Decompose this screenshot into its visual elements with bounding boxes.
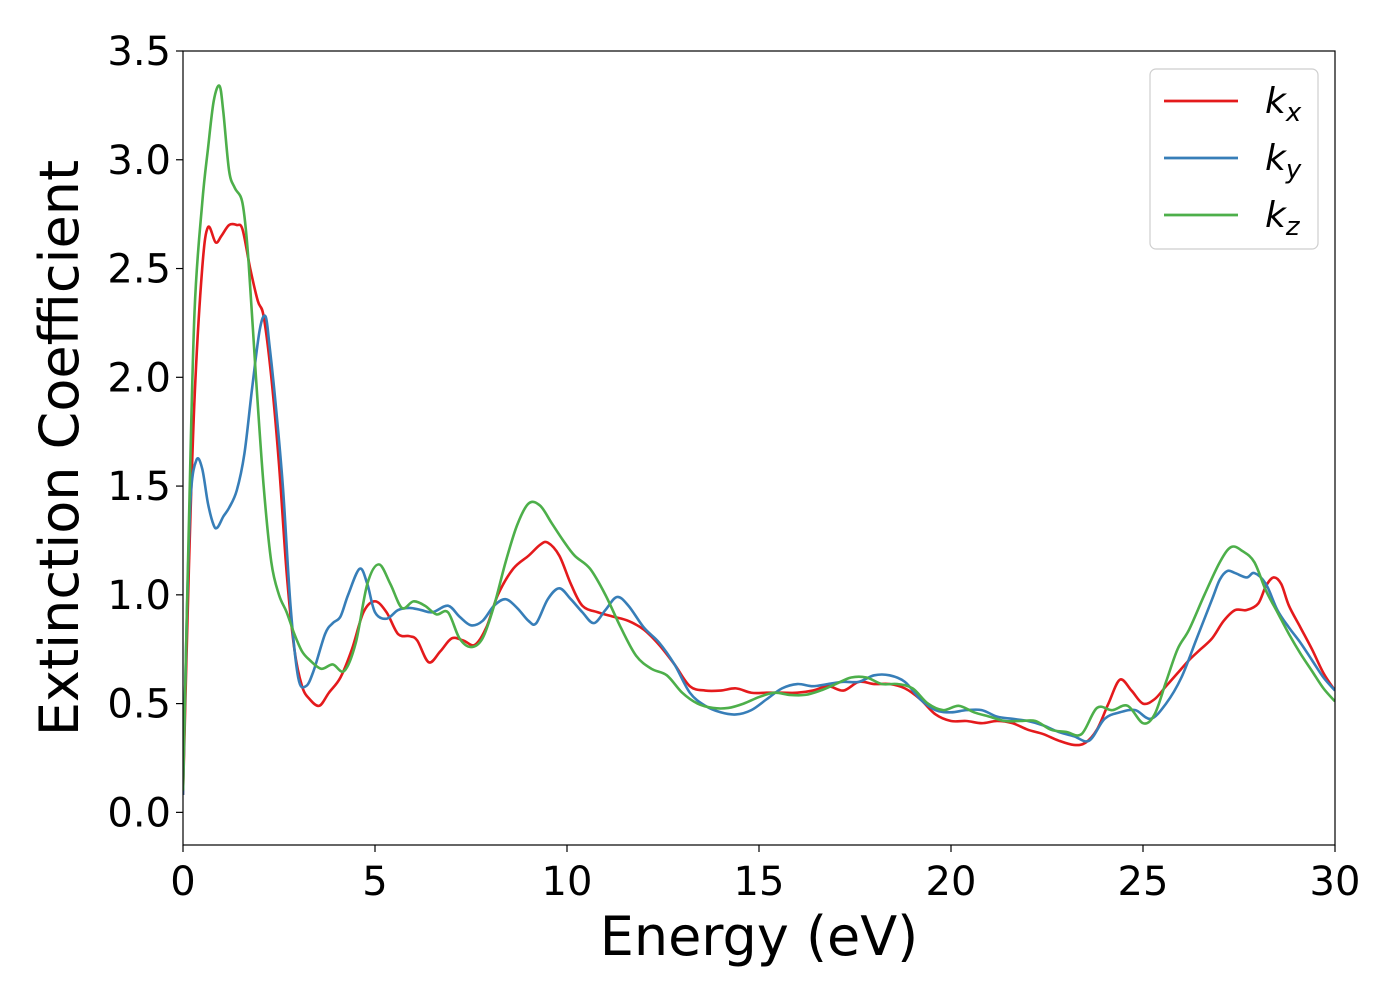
y-tick-label: 3.5 [107, 29, 171, 75]
x-tick-label: 10 [542, 859, 593, 905]
y-axis-title: Extinction Coefficient [28, 160, 91, 736]
legend-label-kx: kx [1265, 81, 1302, 128]
x-tick-label: 25 [1118, 859, 1169, 905]
x-axis-title: Energy (eV) [600, 905, 919, 968]
y-tick-label: 1.5 [107, 464, 171, 510]
y-tick-label: 0.5 [107, 682, 171, 728]
plot-lines [183, 84, 1335, 796]
y-tick-label: 2.5 [107, 247, 171, 293]
x-tick-label: 30 [1310, 859, 1361, 905]
y-tick-label: 1.0 [107, 573, 171, 619]
series-line-ky [183, 314, 1335, 795]
legend-label-ky: ky [1265, 138, 1302, 185]
legend: kx ky kz [1149, 68, 1319, 250]
series-line-kz [183, 84, 1335, 791]
legend-label-kz: kz [1265, 195, 1301, 242]
y-tick-label: 0.0 [107, 790, 171, 836]
x-tick-label: 0 [170, 859, 195, 905]
y-tick-label: 2.0 [107, 355, 171, 401]
x-tick-label: 5 [362, 859, 387, 905]
y-axis: 0.0 0.5 1.0 1.5 2.0 2.5 3.0 3.5 [107, 29, 183, 836]
x-tick-label: 15 [734, 859, 785, 905]
x-tick-label: 20 [926, 859, 977, 905]
y-tick-label: 3.0 [107, 138, 171, 184]
x-axis: 0 5 10 15 20 25 30 [170, 845, 1360, 905]
